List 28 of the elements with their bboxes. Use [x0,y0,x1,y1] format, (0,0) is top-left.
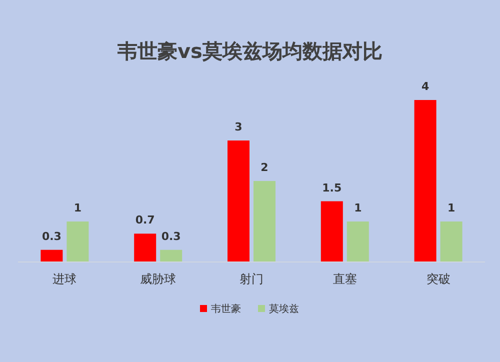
bar [66,222,89,262]
x-tick-label: 进球 [52,272,77,286]
x-tick-label: 威胁球 [140,272,176,286]
data-label: 0.7 [135,214,155,227]
data-label: 1 [354,202,362,214]
bar [440,222,462,262]
bar [228,140,250,262]
data-label: 3 [234,120,242,134]
x-tick-label: 直塞 [332,272,357,286]
legend-label: 韦世豪 [211,303,241,315]
bar [414,100,436,262]
bar [40,250,63,262]
x-tick-label: 突破 [426,272,450,286]
bar [346,222,369,262]
data-label: 4 [421,80,430,93]
data-label: 2 [260,161,268,174]
data-label: 1 [447,202,456,214]
data-label: 0.3 [161,230,181,243]
bar [254,181,276,262]
chart-title: 韦世豪vs莫埃兹场均数据对比 [116,39,382,63]
legend-label: 莫埃兹 [269,303,299,315]
x-tick-label: 射门 [240,272,264,286]
data-label: 1 [74,202,82,214]
bar [160,250,182,262]
bar [320,201,343,262]
data-label: 1.5 [322,181,342,194]
bar [134,234,156,262]
data-label: 0.3 [42,230,62,243]
